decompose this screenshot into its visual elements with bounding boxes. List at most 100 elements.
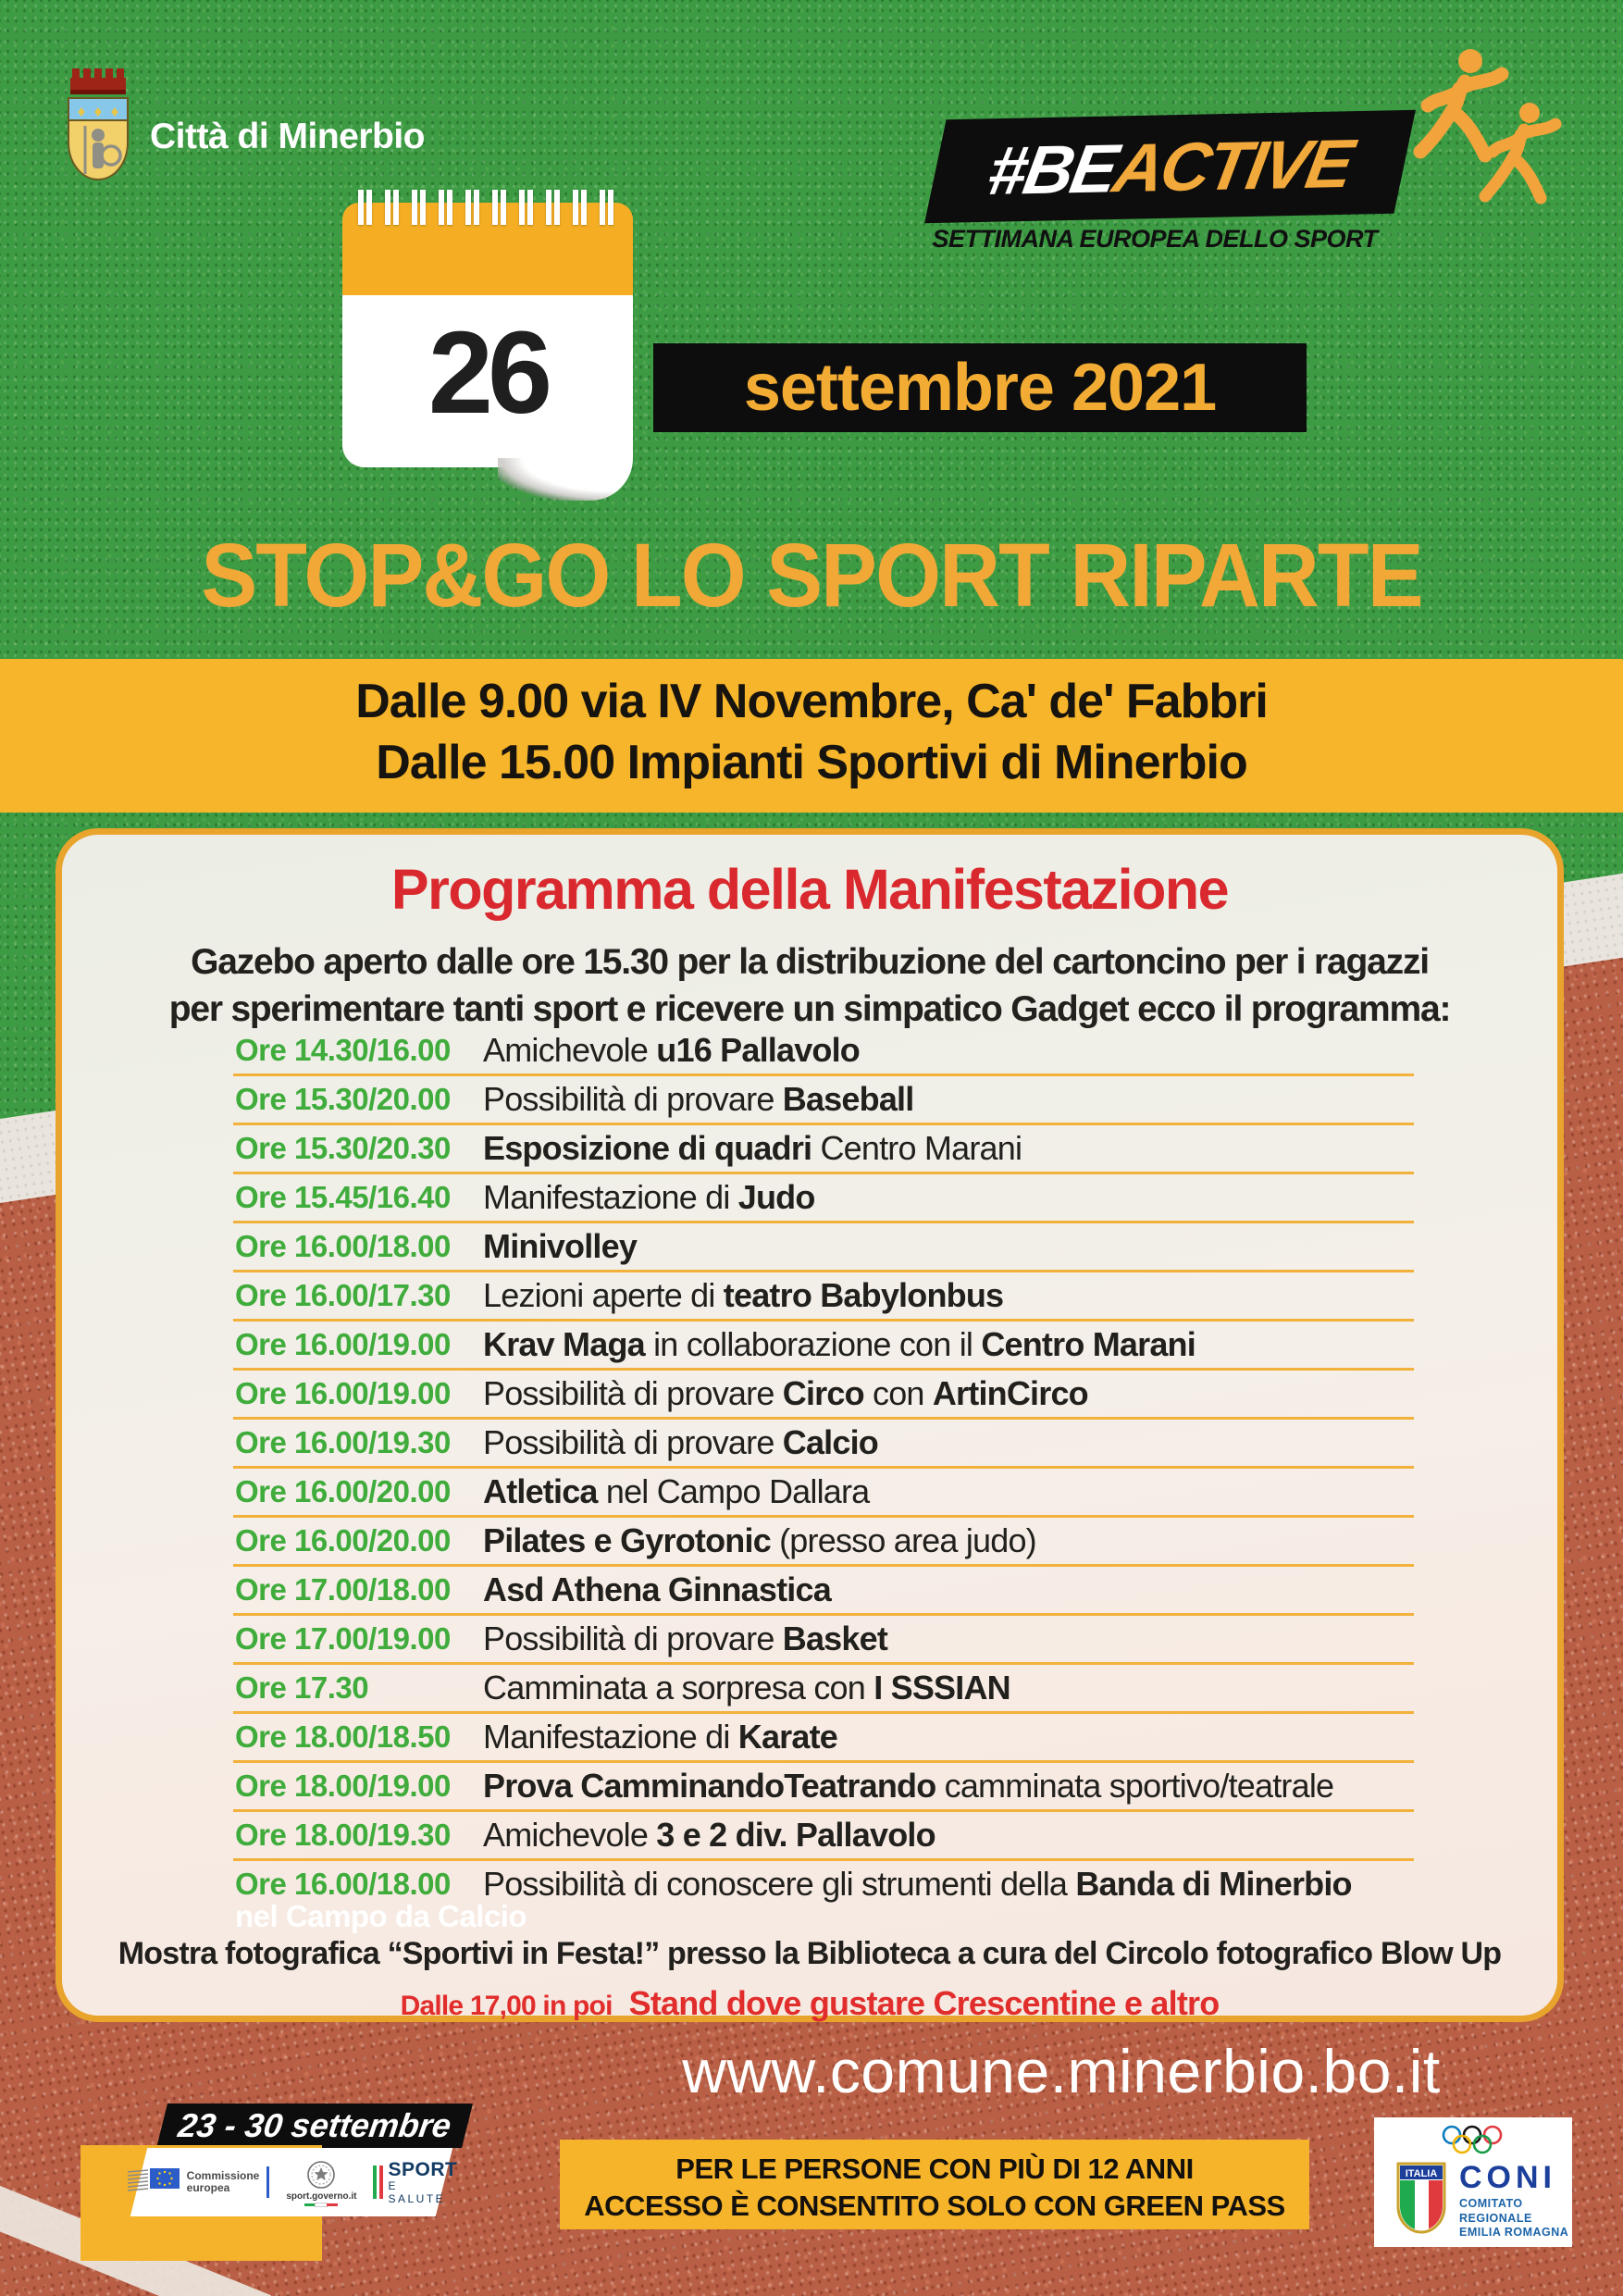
schedule-time: Ore 16.00/20.00 — [235, 1523, 451, 1558]
runners-icon — [1413, 49, 1562, 205]
schedule-time: Ore 18.00/18.50 — [235, 1719, 451, 1754]
program-intro-line-1: Gazebo aperto dalle ore 15.30 per la dis… — [191, 942, 1430, 982]
schedule-row: Ore 15.45/16.40 Manifestazione di Judo — [233, 1174, 1414, 1223]
schedule-row: Ore 16.00/19.00 Possibilità di provare C… — [233, 1371, 1414, 1420]
program-intro: Gazebo aperto dalle ore 15.30 per la dis… — [62, 938, 1557, 1033]
schedule-time: Ore 15.45/16.40 — [235, 1180, 451, 1214]
schedule-activity: Amichevole 3 e 2 div. Pallavolo — [483, 1816, 936, 1854]
beactive-hash-part: #BE — [983, 129, 1122, 209]
schedule-row: Ore 16.00/18.00 nel Campo da Calcio Poss… — [233, 1861, 1414, 1942]
schedule-row: Ore 16.00/17.30 Lezioni aperte di teatro… — [233, 1272, 1414, 1322]
schedule-time-note: nel Campo da Calcio — [235, 1899, 527, 1933]
schedule-row: Ore 15.30/20.00 Possibilità di provare B… — [233, 1076, 1414, 1125]
schedule-row: Ore 17.30 Camminata a sorpresa con I SSS… — [233, 1665, 1414, 1714]
municipality-name: Città di Minerbio — [150, 117, 426, 156]
schedule-time: Ore 17.00/18.00 — [235, 1572, 451, 1607]
svg-text:♦: ♦ — [78, 103, 86, 120]
sport-governo-label: sport.governo.it — [286, 2191, 357, 2202]
coni-logo-box: ITALIA CONI COMITATO REGIONALE EMILIA RO… — [1374, 2117, 1572, 2247]
schedule-time: Ore 16.00/19.30 — [235, 1425, 451, 1459]
location-banner: Dalle 9.00 via IV Novembre, Ca' de' Fabb… — [0, 659, 1623, 813]
schedule-activity: Minivolley — [483, 1227, 638, 1265]
schedule-time: Ore 16.00/20.00 — [235, 1474, 451, 1508]
svg-text:♦: ♦ — [111, 103, 119, 120]
schedule-list: Ore 14.30/16.00 Amichevole u16 Pallavolo… — [233, 1027, 1414, 1942]
schedule-activity: Possibilità di provare Baseball — [483, 1080, 914, 1118]
website-link[interactable]: www.comune.minerbio.bo.it — [682, 2037, 1441, 2105]
schedule-activity: Possibilità di provare Circo con ArtinCi… — [483, 1374, 1089, 1412]
schedule-time: Ore 16.00/19.00 — [235, 1327, 451, 1361]
calendar-page — [342, 295, 633, 467]
food-stand-text: Stand dove gustare Crescentine e altro — [628, 1984, 1220, 2022]
schedule-row: Ore 16.00/18.00 Minivolley — [233, 1223, 1414, 1272]
schedule-activity: Amichevole u16 Pallavolo — [483, 1031, 861, 1069]
location-line-1: Dalle 9.00 via IV Novembre, Ca' de' Fabb… — [355, 675, 1269, 728]
program-intro-line-2: per sperimentare tanti sport e ricevere … — [168, 989, 1452, 1029]
schedule-activity: Possibilità di conoscere gli strumenti d… — [483, 1865, 1353, 1903]
schedule-time: Ore 18.00/19.00 — [235, 1769, 451, 1803]
gov-tricolor-underline — [304, 2202, 339, 2207]
schedule-time: Ore 16.00/18.00 — [235, 1867, 451, 1901]
event-title: STOP&GO LO SPORT RIPARTE — [201, 525, 1423, 626]
schedule-activity: Manifestazione di Karate — [483, 1718, 838, 1756]
schedule-row: Ore 14.30/16.00 Amichevole u16 Pallavolo — [233, 1027, 1414, 1076]
calendar-spiral-binding — [353, 190, 622, 225]
calendar-icon: 26 — [342, 190, 633, 501]
sport-e-salute-logo: SPORT E SALUTE — [373, 2158, 458, 2205]
eu-logo-divider — [266, 2166, 270, 2198]
schedule-time: Ore 17.00/19.00 — [235, 1621, 451, 1656]
schedule-row: Ore 16.00/19.00 Krav Maga in collaborazi… — [233, 1322, 1414, 1371]
schedule-row: Ore 15.30/20.30 Esposizione di quadri Ce… — [233, 1125, 1414, 1174]
schedule-activity: Asd Athena Ginnastica — [483, 1570, 832, 1608]
institutional-logos-strip: Commissione europea sport.governo.it — [127, 2148, 457, 2216]
program-title: Programma della Manifestazione — [390, 858, 1230, 921]
schedule-row: Ore 18.00/19.30 Amichevole 3 e 2 div. Pa… — [233, 1812, 1414, 1861]
beactive-wordmark: #BEACTIVE — [983, 123, 1357, 209]
schedule-time: Ore 15.30/20.00 — [235, 1082, 451, 1116]
coni-wordmark: CONI — [1459, 2160, 1556, 2195]
schedule-row: Ore 18.00/18.50 Manifestazione di Karate — [233, 1714, 1414, 1763]
italia-shield-icon: ITALIA — [1396, 2162, 1446, 2234]
schedule-activity: Possibilità di provare Basket — [483, 1620, 888, 1657]
schedule-time: Ore 16.00/19.00 — [235, 1376, 451, 1410]
food-stand-line: Dalle 17,00 in poi Stand dove gustare Cre… — [81, 1984, 1539, 2023]
eu-logo-line-2: europea — [186, 2181, 230, 2194]
schedule-time: Ore 18.00/19.30 — [235, 1818, 451, 1852]
schedule-activity: Possibilità di provare Calcio — [483, 1423, 879, 1461]
date-month-year: settembre 2021 — [743, 351, 1217, 425]
dates-badge-label: 23 - 30 settembre — [176, 2106, 454, 2144]
schedule-row: Ore 16.00/20.00 Pilates e Gyrotonic (pre… — [233, 1518, 1414, 1567]
schedule-time: Ore 15.30/20.30 — [235, 1131, 451, 1165]
european-sport-week-subtitle: SETTIMANA EUROPEA DELLO SPORT — [932, 225, 1378, 253]
schedule-activity: Camminata a sorpresa con I SSSIAN — [483, 1669, 1011, 1706]
italy-emblem-icon — [307, 2160, 336, 2189]
date-banner: settembre 2021 — [653, 343, 1307, 432]
coni-italia-label: ITALIA — [1406, 2168, 1438, 2179]
minerbio-coat-of-arms-icon: ♦ ♦ ♦ — [68, 68, 129, 180]
schedule-time: Ore 16.00/17.30 — [235, 1278, 451, 1312]
beactive-active-part: ACTIVE — [1108, 124, 1357, 206]
schedule-activity: Atletica nel Campo Dallara — [483, 1472, 870, 1510]
calendar-day: 26 — [427, 307, 552, 438]
food-stand-time: Dalle 17,00 in poi — [400, 1991, 613, 2021]
sport-e-salute-line-1: SPORT — [388, 2158, 458, 2180]
program-box: Programma della Manifestazione Gazebo ap… — [56, 828, 1564, 2022]
european-commission-logo: Commissione europea — [126, 2165, 270, 2200]
svg-text:♦: ♦ — [94, 103, 103, 120]
schedule-activity: Prova CamminandoTeatrando camminata spor… — [483, 1767, 1334, 1805]
schedule-activity: Esposizione di quadri Centro Marani — [483, 1129, 1022, 1167]
schedule-activity: Lezioni aperte di teatro Babylonbus — [483, 1276, 1004, 1314]
schedule-row: Ore 16.00/19.30 Possibilità di provare C… — [233, 1420, 1414, 1469]
beactive-logo: #BEACTIVE — [924, 109, 1416, 224]
sport-e-salute-line-2: E SALUTE — [388, 2178, 446, 2205]
coni-subtitle: COMITATO REGIONALE EMILIA ROMAGNA — [1459, 2197, 1569, 2239]
dates-badge: 23 - 30 settembre — [156, 2104, 473, 2148]
sport-e-salute-bars-icon — [373, 2166, 384, 2199]
schedule-row: Ore 17.00/18.00 Asd Athena Ginnastica — [233, 1567, 1414, 1616]
calendar-page-curl — [498, 458, 633, 501]
schedule-time: Ore 14.30/16.00 — [235, 1033, 451, 1067]
schedule-row: Ore 18.00/19.00 Prova CamminandoTeatrand… — [233, 1763, 1414, 1812]
olympic-rings-icon — [1442, 2125, 1503, 2154]
location-line-2: Dalle 15.00 Impianti Sportivi di Minerbi… — [376, 736, 1247, 789]
